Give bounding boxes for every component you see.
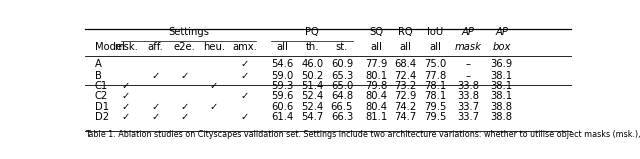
Text: 60.6: 60.6	[271, 102, 294, 112]
Text: PQ: PQ	[305, 27, 319, 37]
Text: aff.: aff.	[147, 42, 163, 52]
Text: st.: st.	[336, 42, 348, 52]
Text: 38.1: 38.1	[490, 91, 513, 101]
Text: ✓: ✓	[241, 91, 250, 101]
Text: 80.4: 80.4	[365, 91, 387, 101]
Text: 75.0: 75.0	[424, 59, 446, 69]
Text: 38.1: 38.1	[490, 81, 513, 91]
Text: AP: AP	[495, 27, 508, 37]
Text: D2: D2	[95, 112, 109, 122]
Text: 61.4: 61.4	[271, 112, 294, 122]
Text: ✓: ✓	[210, 81, 218, 91]
Text: amx.: amx.	[233, 42, 258, 52]
Text: 64.8: 64.8	[331, 91, 353, 101]
Text: ✓: ✓	[241, 59, 250, 69]
Text: 51.4: 51.4	[301, 81, 323, 91]
Text: th.: th.	[305, 42, 319, 52]
Text: all: all	[399, 42, 412, 52]
Text: –: –	[465, 71, 470, 81]
Text: 79.5: 79.5	[424, 102, 446, 112]
Text: 54.6: 54.6	[271, 59, 294, 69]
Text: heu.: heu.	[203, 42, 225, 52]
Text: 65.0: 65.0	[331, 81, 353, 91]
Text: ✓: ✓	[241, 71, 250, 81]
Text: 66.3: 66.3	[331, 112, 353, 122]
Text: 66.5: 66.5	[331, 102, 353, 112]
Text: mask: mask	[454, 42, 481, 52]
Text: ✓: ✓	[180, 112, 189, 122]
Text: Settings: Settings	[168, 27, 209, 37]
Text: 77.9: 77.9	[365, 59, 387, 69]
Text: Table 1. Ablation studies on Cityscapes validation set. Settings include two arc: Table 1. Ablation studies on Cityscapes …	[85, 130, 640, 139]
Text: 33.7: 33.7	[457, 112, 479, 122]
Text: 80.4: 80.4	[365, 102, 387, 112]
Text: 59.3: 59.3	[271, 81, 294, 91]
Text: ✓: ✓	[180, 71, 189, 81]
Text: msk.: msk.	[114, 42, 138, 52]
Text: 81.1: 81.1	[365, 112, 387, 122]
Text: 78.1: 78.1	[424, 91, 446, 101]
Text: RQ: RQ	[398, 27, 413, 37]
Text: ✓: ✓	[122, 112, 131, 122]
Text: ✓: ✓	[151, 71, 159, 81]
Text: 38.8: 38.8	[491, 112, 513, 122]
Text: A: A	[95, 59, 102, 69]
Text: all: all	[370, 42, 382, 52]
Text: ✓: ✓	[122, 81, 131, 91]
Text: ✓: ✓	[180, 102, 189, 112]
Text: 59.0: 59.0	[271, 71, 294, 81]
Text: ✓: ✓	[241, 112, 250, 122]
Text: 60.9: 60.9	[331, 59, 353, 69]
Text: ✓: ✓	[151, 112, 159, 122]
Text: ✓: ✓	[122, 102, 131, 112]
Text: 38.8: 38.8	[491, 102, 513, 112]
Text: IoU: IoU	[427, 27, 444, 37]
Text: all: all	[276, 42, 288, 52]
Text: D1: D1	[95, 102, 109, 112]
Text: 79.5: 79.5	[424, 112, 446, 122]
Text: 33.8: 33.8	[457, 91, 479, 101]
Text: 36.9: 36.9	[490, 59, 513, 69]
Text: 33.7: 33.7	[457, 102, 479, 112]
Text: 77.8: 77.8	[424, 71, 446, 81]
Text: 54.7: 54.7	[301, 112, 323, 122]
Text: all: all	[429, 42, 441, 52]
Text: 52.4: 52.4	[301, 91, 323, 101]
Text: 79.8: 79.8	[365, 81, 387, 91]
Text: 80.1: 80.1	[365, 71, 387, 81]
Text: 33.8: 33.8	[457, 81, 479, 91]
Text: 73.2: 73.2	[394, 81, 417, 91]
Text: 46.0: 46.0	[301, 59, 323, 69]
Text: ✓: ✓	[122, 91, 131, 101]
Text: Model: Model	[95, 42, 125, 52]
Text: 50.2: 50.2	[301, 71, 323, 81]
Text: C1: C1	[95, 81, 108, 91]
Text: box: box	[492, 42, 511, 52]
Text: 72.9: 72.9	[394, 91, 417, 101]
Text: –: –	[465, 59, 470, 69]
Text: 38.1: 38.1	[490, 71, 513, 81]
Text: 65.3: 65.3	[331, 71, 353, 81]
Text: e2e.: e2e.	[173, 42, 196, 52]
Text: ✓: ✓	[210, 102, 218, 112]
Text: 68.4: 68.4	[394, 59, 417, 69]
Text: AP: AP	[461, 27, 474, 37]
Text: SQ: SQ	[369, 27, 383, 37]
Text: 72.4: 72.4	[394, 71, 417, 81]
Text: C2: C2	[95, 91, 108, 101]
Text: 74.2: 74.2	[394, 102, 417, 112]
Text: 74.7: 74.7	[394, 112, 417, 122]
Text: B: B	[95, 71, 102, 81]
Text: 78.1: 78.1	[424, 81, 446, 91]
Text: ✓: ✓	[151, 102, 159, 112]
Text: 52.4: 52.4	[301, 102, 323, 112]
Text: 59.6: 59.6	[271, 91, 294, 101]
